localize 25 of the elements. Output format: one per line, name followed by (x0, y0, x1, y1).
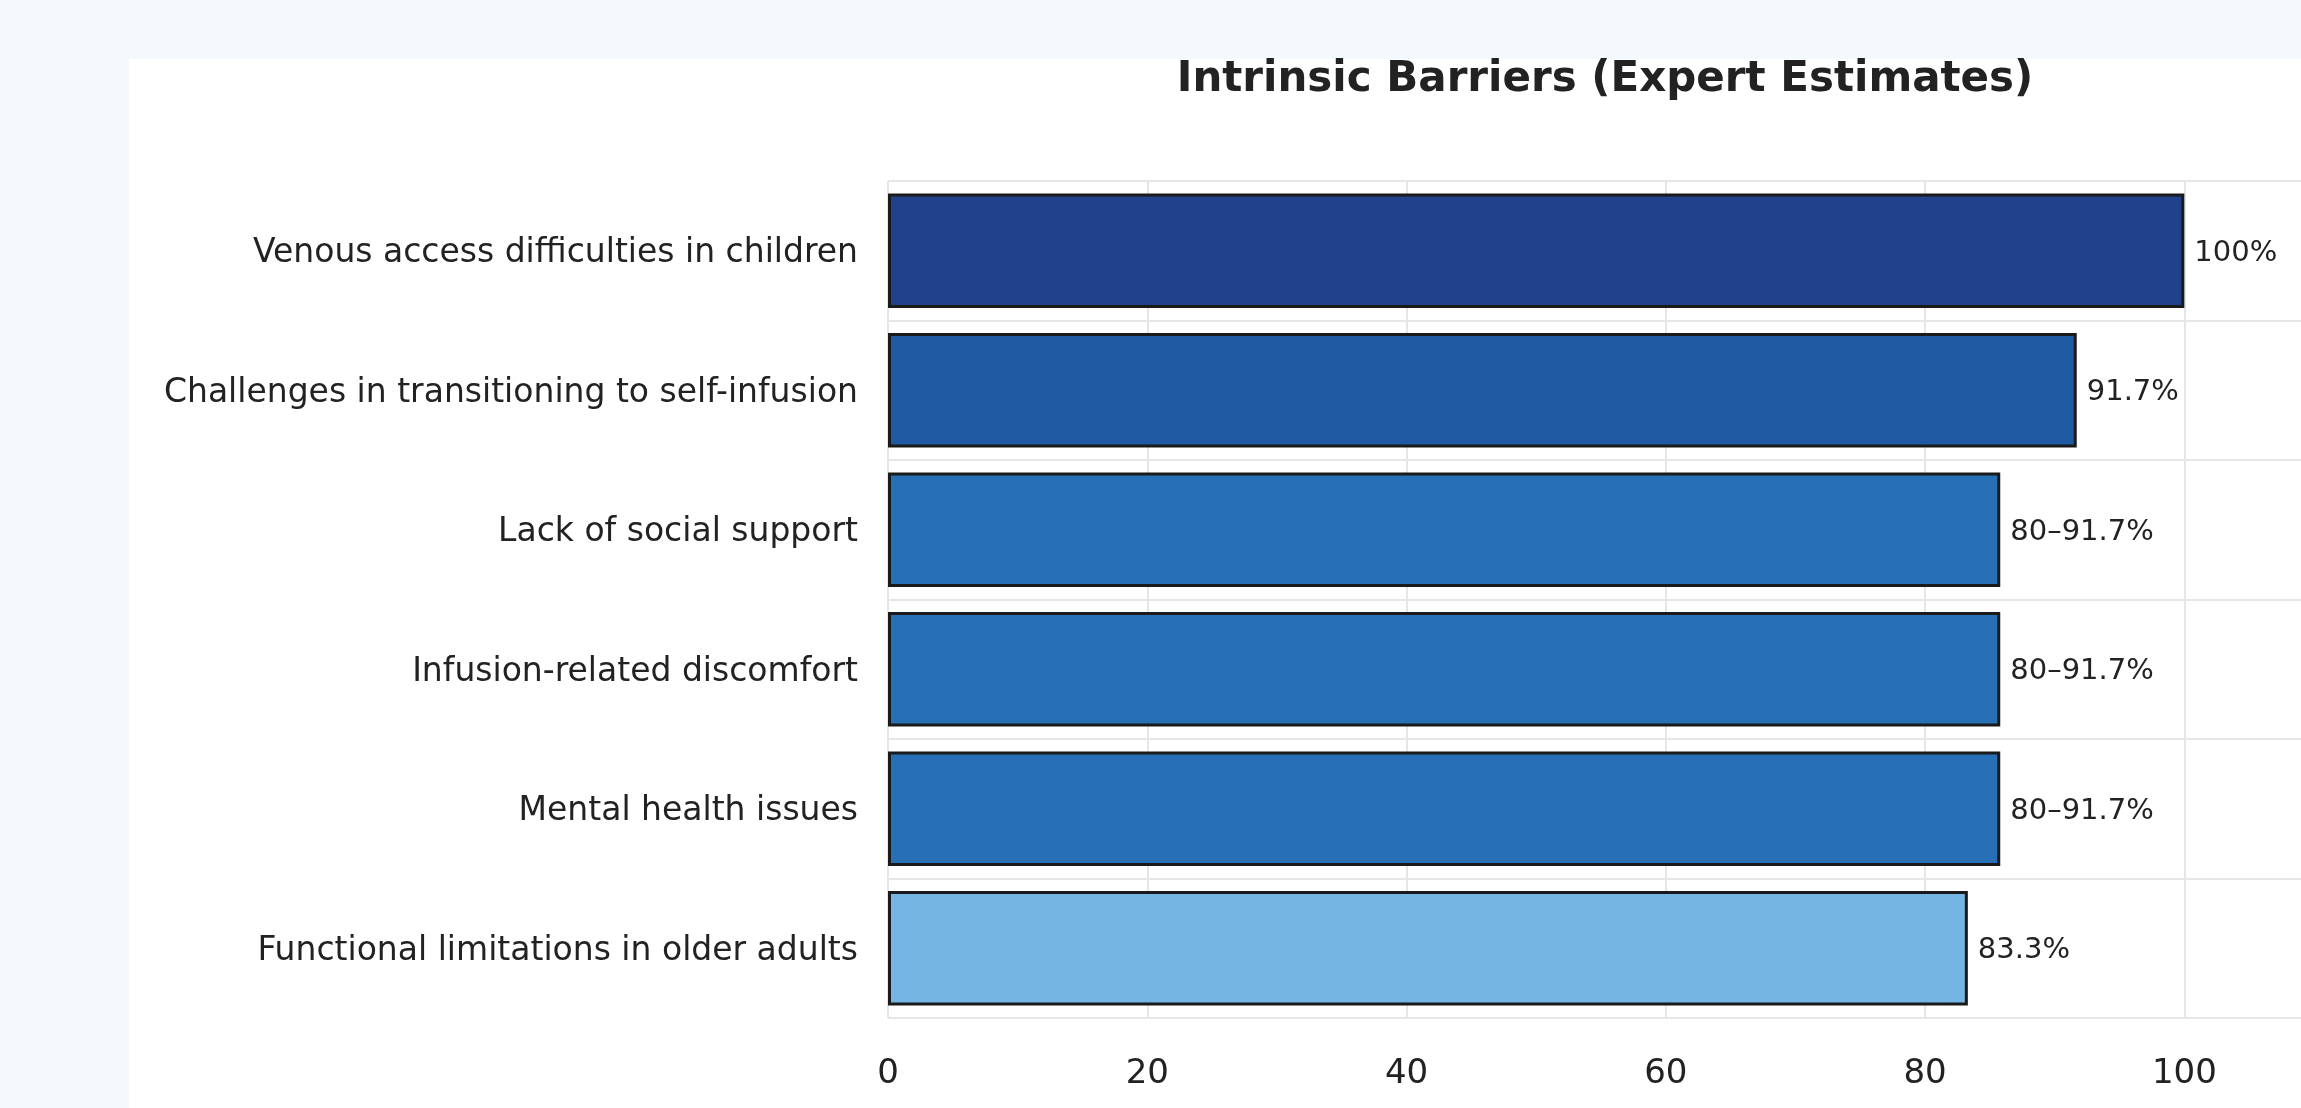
x-tick-label: 100 (2151, 1051, 2217, 1091)
y-tick-label: Infusion-related discomfort (412, 649, 859, 689)
bar (888, 193, 2185, 308)
x-tick-label: 0 (877, 1051, 899, 1091)
bar (888, 891, 1968, 1006)
annotation: 80–91.7% (2010, 652, 2154, 687)
bar (888, 472, 2001, 587)
y-tick-label: Functional limitations in older adults (257, 928, 858, 968)
y-tick-label: Challenges in transitioning to self-infusion (163, 370, 858, 410)
bar (888, 751, 2001, 866)
y-tick-label: Mental health issues (518, 789, 858, 829)
annotation: 80–91.7% (2010, 791, 2154, 826)
data-label: 91.7% (2086, 373, 2179, 408)
bar (888, 612, 2001, 727)
x-tick-label: 40 (1384, 1051, 1429, 1091)
x-tick-label: 80 (1903, 1051, 1947, 1091)
x-tick-label: 20 (1125, 1051, 1169, 1091)
y-tick-label: Venous access difficulties in children (252, 231, 858, 271)
y-tick-label: Lack of social support (498, 510, 859, 550)
x-tick-label: 60 (1644, 1051, 1688, 1091)
annotation: 80–91.7% (2010, 512, 2154, 547)
data-label: 100% (2194, 233, 2278, 268)
chart-title: Intrinsic Barriers (Expert Estimates) (1176, 51, 2034, 101)
data-label: 83.3% (1977, 931, 2070, 966)
bar (888, 333, 2077, 448)
